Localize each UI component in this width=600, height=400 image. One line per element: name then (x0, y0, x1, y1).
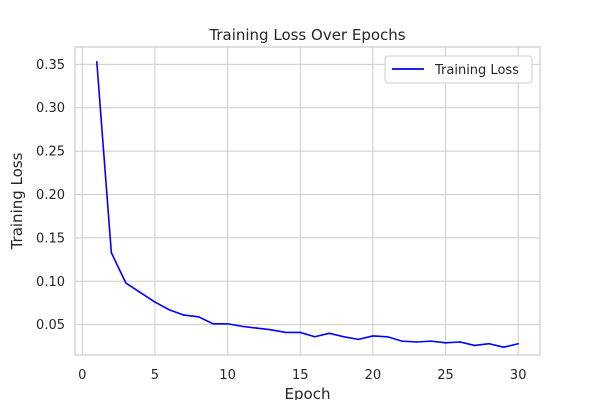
data-point (459, 341, 461, 343)
x-tick-label: 5 (151, 368, 159, 383)
x-tick-label: 15 (292, 368, 309, 383)
y-axis-ticks: 0.05 0.10 0.15 0.20 0.25 0.30 0.35 (36, 58, 65, 333)
y-tick-label: 0.15 (36, 231, 65, 246)
data-point (270, 329, 272, 331)
y-tick-label: 0.10 (36, 275, 65, 290)
legend-label: Training Loss (434, 63, 519, 78)
data-point (444, 342, 447, 344)
data-point (401, 340, 403, 342)
data-point (517, 342, 520, 345)
data-point (502, 346, 505, 348)
data-point (241, 325, 243, 328)
data-point (110, 251, 113, 254)
y-tick-label: 0.30 (36, 101, 65, 116)
x-tick-label: 10 (219, 368, 236, 383)
x-tick-label: 0 (78, 368, 86, 383)
data-point (386, 335, 389, 338)
y-tick-label: 0.20 (36, 188, 65, 203)
data-point (430, 340, 432, 342)
legend: Training Loss (384, 55, 533, 84)
data-point (212, 322, 214, 325)
data-point (255, 327, 258, 329)
y-axis-label: Training Loss (8, 152, 26, 250)
data-point (343, 335, 345, 338)
x-tick-label: 30 (510, 368, 527, 383)
data-point (154, 301, 156, 303)
x-tick-label: 20 (365, 368, 382, 383)
legend-box (384, 55, 533, 84)
data-point (139, 291, 142, 294)
data-point (357, 338, 360, 341)
series-layer (95, 60, 520, 348)
y-tick-label: 0.35 (36, 58, 65, 73)
x-tick-label: 25 (437, 368, 454, 383)
grid (75, 47, 540, 355)
data-point (284, 331, 287, 334)
x-axis-label: Epoch (285, 385, 331, 400)
data-point (415, 341, 418, 343)
data-point (95, 60, 98, 63)
y-tick-label: 0.25 (36, 145, 65, 160)
data-point (226, 322, 229, 325)
data-point (473, 344, 476, 347)
data-point (197, 316, 200, 318)
data-point (328, 332, 331, 335)
data-point (299, 331, 302, 334)
data-point (488, 342, 490, 345)
data-point (313, 335, 316, 338)
data-point (183, 314, 185, 316)
plot-frame (74, 46, 541, 356)
x-axis-ticks: 0 5 10 15 20 25 30 (78, 368, 526, 383)
data-point (168, 309, 171, 311)
chart-title: Training Loss Over Epochs (208, 26, 405, 44)
y-tick-label: 0.05 (36, 318, 65, 333)
data-point (125, 282, 127, 284)
series-line (96, 61, 519, 348)
data-point (372, 335, 374, 337)
